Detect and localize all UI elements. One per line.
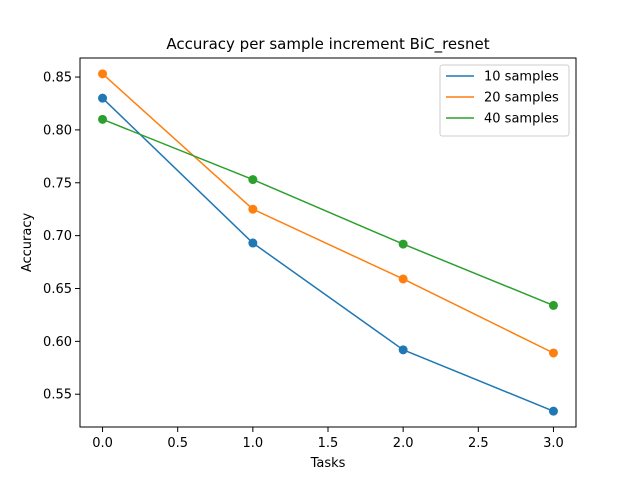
- legend-label: 40 samples: [484, 112, 559, 127]
- data-point: [398, 274, 408, 284]
- data-point: [98, 93, 108, 103]
- y-tick-label: 0.65: [43, 282, 72, 297]
- data-point: [548, 348, 558, 358]
- series-2: [98, 69, 558, 358]
- legend-label: 20 samples: [484, 91, 559, 106]
- axes-layer: 0.0 0.5 1.0 1.5 2.0 2.5 3.0 0.55 0.60 0.65 0.70 0.7…: [43, 57, 577, 451]
- legend-item: 40 samples: [446, 112, 559, 127]
- x-tick-label: 2.5: [468, 436, 489, 451]
- y-axis-title: Accuracy: [20, 213, 35, 273]
- data-point: [548, 300, 558, 310]
- legend-label: 10 samples: [484, 70, 559, 85]
- x-tick-label: 0.0: [92, 436, 113, 451]
- data-point: [398, 345, 408, 355]
- y-tick-label: 0.60: [43, 335, 72, 350]
- x-tick-label: 2.0: [393, 436, 414, 451]
- legend-item: 20 samples: [446, 91, 559, 106]
- y-tick-label: 0.85: [43, 71, 72, 86]
- data-point: [248, 204, 258, 214]
- x-tick-label: 1.0: [243, 436, 264, 451]
- x-tick-label: 0.5: [167, 436, 188, 451]
- x-axis-title: Tasks: [310, 456, 346, 471]
- y-tick-label: 0.80: [43, 123, 72, 138]
- series-line: [102, 118, 554, 307]
- y-tick-label: 0.70: [43, 229, 72, 244]
- series-line: [102, 73, 554, 354]
- legend-item: 10 samples: [446, 70, 559, 85]
- data-point: [398, 239, 408, 249]
- chart-title: Accuracy per sample increment BiC_resnet: [166, 35, 489, 54]
- x-tick-label: 1.5: [318, 436, 339, 451]
- series-3: [98, 114, 558, 310]
- legend: 10 samples 20 samples 40 samples: [439, 64, 570, 137]
- data-point: [548, 406, 558, 416]
- data-point: [98, 69, 108, 79]
- series-line: [102, 97, 554, 412]
- data-point: [248, 175, 258, 185]
- series-layer: [98, 69, 558, 416]
- data-point: [248, 238, 258, 248]
- x-tick-label: 3.0: [543, 436, 564, 451]
- y-tick-label: 0.75: [43, 176, 72, 191]
- series-1: [98, 93, 558, 416]
- y-tick-label: 0.55: [43, 388, 72, 403]
- data-point: [98, 114, 108, 124]
